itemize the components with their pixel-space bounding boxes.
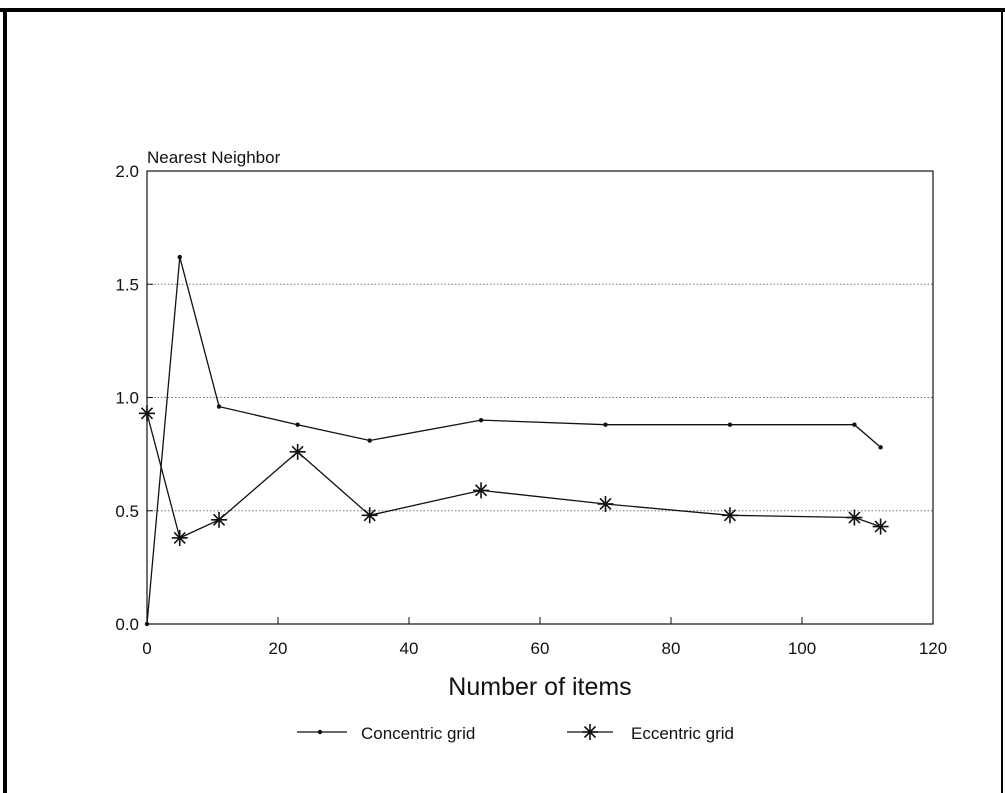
x-tick-label: 20 bbox=[269, 639, 288, 658]
x-tick-label: 60 bbox=[531, 639, 550, 658]
data-point-eccentric-grid bbox=[721, 507, 738, 524]
y-axis-title: Nearest Neighbor bbox=[147, 148, 281, 167]
x-axis-title: Number of items bbox=[448, 673, 631, 701]
legend: Concentric grid Eccentric grid bbox=[297, 724, 734, 743]
data-point-concentric-grid bbox=[478, 417, 484, 423]
y-tick-label: 0.0 bbox=[115, 615, 139, 634]
data-point-eccentric-grid bbox=[597, 495, 614, 512]
x-tick-label: 120 bbox=[919, 639, 947, 658]
y-tick-label: 2.0 bbox=[115, 162, 139, 181]
y-tick-label: 0.5 bbox=[115, 502, 139, 521]
data-point-concentric-grid bbox=[367, 438, 372, 443]
legend-item-eccentric-grid[interactable]: Eccentric grid bbox=[567, 724, 734, 743]
gridlines bbox=[147, 283, 933, 512]
series-layer bbox=[139, 254, 889, 627]
series-line-concentric-grid bbox=[146, 256, 882, 625]
data-point-concentric-grid bbox=[295, 422, 300, 427]
data-point-concentric-grid bbox=[852, 422, 857, 427]
x-tick-label: 80 bbox=[662, 639, 681, 658]
x-tick-label: 0 bbox=[142, 639, 151, 658]
data-point-concentric-grid bbox=[216, 404, 222, 409]
y-tick-label: 1.0 bbox=[115, 389, 139, 408]
axis-ticks: 0.0 0.5 1.0 1.5 2.0 0 20 40 60 80 100 120 bbox=[115, 162, 947, 658]
x-tick-label: 40 bbox=[400, 639, 419, 658]
legend-label-concentric-grid: Concentric grid bbox=[361, 724, 475, 743]
data-point-eccentric-grid bbox=[473, 482, 490, 499]
data-point-concentric-grid bbox=[878, 445, 883, 450]
data-point-concentric-grid bbox=[727, 422, 733, 427]
star-marker-icon bbox=[582, 724, 598, 740]
data-point-concentric-grid bbox=[144, 621, 150, 627]
data-point-eccentric-grid bbox=[289, 443, 306, 460]
data-point-eccentric-grid bbox=[872, 518, 889, 535]
data-point-eccentric-grid bbox=[846, 509, 863, 526]
series-line-eccentric-grid bbox=[146, 413, 881, 539]
data-point-eccentric-grid bbox=[171, 529, 188, 546]
data-point-concentric-grid bbox=[603, 422, 608, 427]
x-tick-label: 100 bbox=[788, 639, 816, 658]
legend-item-concentric-grid[interactable]: Concentric grid bbox=[297, 724, 475, 743]
data-point-eccentric-grid bbox=[211, 511, 228, 528]
data-point-eccentric-grid bbox=[139, 405, 155, 422]
dot-marker-icon bbox=[317, 729, 323, 735]
data-point-eccentric-grid bbox=[361, 507, 378, 524]
y-tick-label: 1.5 bbox=[115, 275, 139, 294]
data-point-concentric-grid bbox=[177, 254, 182, 260]
legend-label-eccentric-grid: Eccentric grid bbox=[631, 724, 734, 743]
